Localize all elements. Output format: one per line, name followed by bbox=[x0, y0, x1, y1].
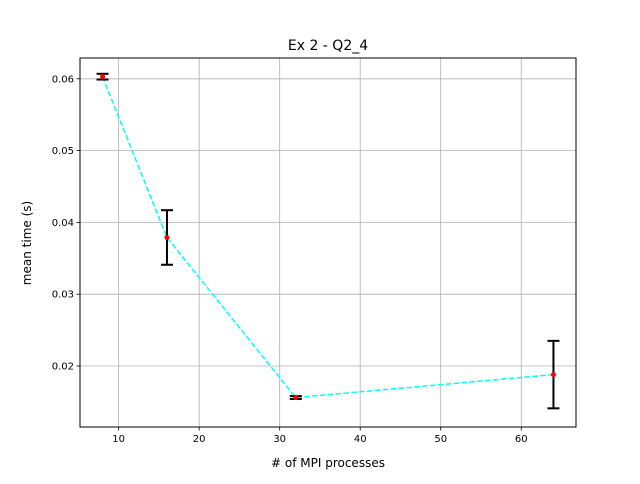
grid bbox=[80, 58, 576, 427]
x-tick-label: 20 bbox=[193, 434, 206, 445]
y-tick-label: 0.05 bbox=[52, 146, 74, 157]
x-axis-label: # of MPI processes bbox=[271, 456, 385, 470]
data-point bbox=[164, 234, 170, 240]
y-axis-label: mean time (s) bbox=[20, 201, 34, 285]
x-tick-label: 60 bbox=[515, 434, 528, 445]
series-line bbox=[101, 76, 554, 399]
data-point bbox=[100, 74, 106, 80]
y-tick-label: 0.04 bbox=[52, 218, 74, 229]
series-layer bbox=[96, 72, 560, 410]
x-tick-label: 10 bbox=[112, 434, 125, 445]
y-tick-label: 0.06 bbox=[52, 74, 74, 85]
y-tick-label: 0.02 bbox=[52, 361, 74, 372]
x-tick-label: 40 bbox=[354, 434, 367, 445]
x-tick-label: 30 bbox=[273, 434, 286, 445]
plot-frame bbox=[79, 57, 577, 428]
data-point bbox=[293, 395, 299, 401]
chart-title: Ex 2 - Q2_4 bbox=[288, 38, 368, 54]
ticks: 10 20 30 40 50 60 0.02 0.03 0.04 0.05 0.06 bbox=[52, 74, 528, 445]
data-point bbox=[550, 372, 556, 378]
y-tick-label: 0.03 bbox=[52, 290, 74, 301]
x-tick-label: 50 bbox=[434, 434, 447, 445]
